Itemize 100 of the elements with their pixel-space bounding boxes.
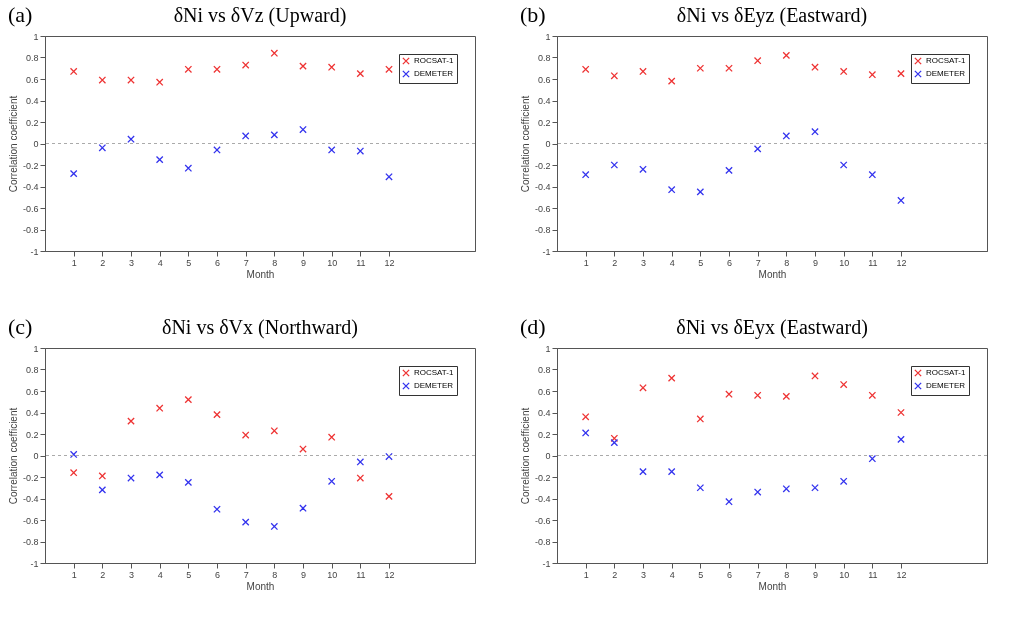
x-tick-label: 5 — [698, 257, 704, 268]
x-tick-label: 1 — [583, 569, 589, 580]
point — [155, 471, 164, 479]
x-tick-label: 5 — [186, 257, 192, 268]
y-tick-label: 0.2 — [537, 117, 551, 128]
y-tick-label: -0.2 — [22, 472, 39, 483]
text: (c) — [8, 314, 33, 340]
y-tick-label: 0 — [33, 139, 39, 149]
x-tick-label: 2 — [612, 569, 618, 580]
y-tick-label: 0.6 — [537, 74, 551, 85]
point — [385, 173, 393, 181]
point — [897, 69, 905, 78]
point — [725, 497, 733, 506]
y-tick-label: -0.4 — [22, 494, 39, 504]
y-axis-title: Correlation coefficient — [519, 407, 531, 505]
point — [581, 429, 590, 437]
point — [241, 431, 250, 439]
y-tick-label: 0.4 — [537, 96, 551, 106]
y-tick-label: -0.6 — [534, 203, 551, 214]
point — [213, 410, 221, 419]
x-tick-label: 7 — [243, 569, 249, 580]
y-tick-label: -0.4 — [22, 182, 39, 192]
y-tick-label: -0.4 — [534, 182, 551, 192]
x-tick-label: 1 — [71, 569, 77, 580]
y-tick-label: 0.4 — [25, 408, 39, 418]
point — [69, 67, 78, 76]
x-tick-label: 7 — [755, 257, 761, 268]
x-tick-label: 10 — [839, 257, 850, 268]
y-tick-label: 0.6 — [25, 74, 39, 85]
y-axis-title: Correlation coefficient — [519, 95, 531, 193]
x-tick-label: 4 — [669, 257, 675, 268]
x-tick-label: 4 — [157, 257, 163, 268]
point — [184, 164, 193, 173]
x-tick-label: 8 — [272, 569, 278, 580]
y-tick-label: 0.6 — [25, 386, 39, 397]
x-tick-label: 3 — [128, 569, 135, 580]
x-tick-label: 3 — [128, 257, 135, 268]
point — [327, 63, 336, 71]
x-tick-label: 11 — [356, 569, 366, 580]
text: (b) — [520, 2, 546, 28]
x-tick-label: 9 — [812, 257, 819, 268]
point — [725, 390, 733, 399]
y-tick-label: -0.8 — [22, 225, 39, 235]
y-axis-title: Correlation coefficient — [7, 407, 19, 505]
y-tick-label: -0.8 — [534, 225, 551, 235]
text: (a) — [8, 2, 33, 28]
point — [753, 145, 762, 153]
point — [270, 426, 279, 435]
x-tick-label: 5 — [698, 569, 704, 580]
y-tick-label: 1 — [545, 31, 551, 42]
point — [839, 380, 848, 389]
x-tick-label: 2 — [100, 257, 106, 268]
point — [241, 518, 250, 526]
point — [811, 63, 819, 71]
x-tick-label: 9 — [300, 257, 307, 268]
x-axis-title: Month — [246, 580, 275, 592]
point — [213, 505, 221, 514]
point — [299, 504, 307, 512]
y-tick-label: -0.8 — [534, 537, 551, 547]
point — [299, 125, 307, 134]
y-tick-label: 0.8 — [537, 365, 551, 375]
x-tick-label: 3 — [640, 569, 647, 580]
legend-label: ROCSAT-1 — [414, 368, 454, 377]
legend-label: DEMETER — [926, 381, 966, 390]
y-tick-label: 0.4 — [25, 96, 39, 106]
y-tick-label: -0.6 — [22, 203, 39, 214]
x-tick-label: 12 — [384, 257, 395, 268]
point — [270, 522, 279, 531]
y-tick-label: -0.2 — [534, 160, 551, 171]
point — [155, 78, 164, 87]
point — [127, 417, 135, 425]
x-tick-label: 11 — [868, 257, 878, 268]
x-axis-title: Month — [758, 580, 787, 592]
y-tick-label: -0.6 — [22, 515, 39, 526]
point — [696, 188, 705, 196]
x-tick-label: 6 — [726, 569, 733, 580]
point — [270, 131, 279, 139]
y-tick-label: 0.2 — [25, 117, 39, 128]
point — [610, 161, 619, 169]
point — [610, 71, 619, 80]
point — [639, 165, 647, 174]
point — [98, 143, 107, 152]
point — [667, 374, 676, 382]
point — [725, 64, 733, 73]
legend-label: ROCSAT-1 — [926, 368, 966, 377]
y-tick-label: -1 — [542, 558, 551, 569]
point — [299, 62, 307, 70]
y-tick-label: 1 — [33, 31, 39, 42]
point — [897, 408, 905, 417]
point — [385, 65, 393, 74]
x-tick-label: 10 — [839, 569, 850, 580]
y-tick-label: 0.2 — [25, 429, 39, 440]
y-tick-label: 0 — [545, 451, 551, 461]
y-tick-label: -1 — [542, 246, 551, 257]
x-tick-label: 5 — [186, 569, 192, 580]
x-tick-label: 3 — [640, 257, 647, 268]
x-tick-label: 12 — [896, 257, 907, 268]
y-tick-label: -0.6 — [534, 515, 551, 526]
point — [213, 65, 221, 74]
point — [782, 485, 791, 493]
